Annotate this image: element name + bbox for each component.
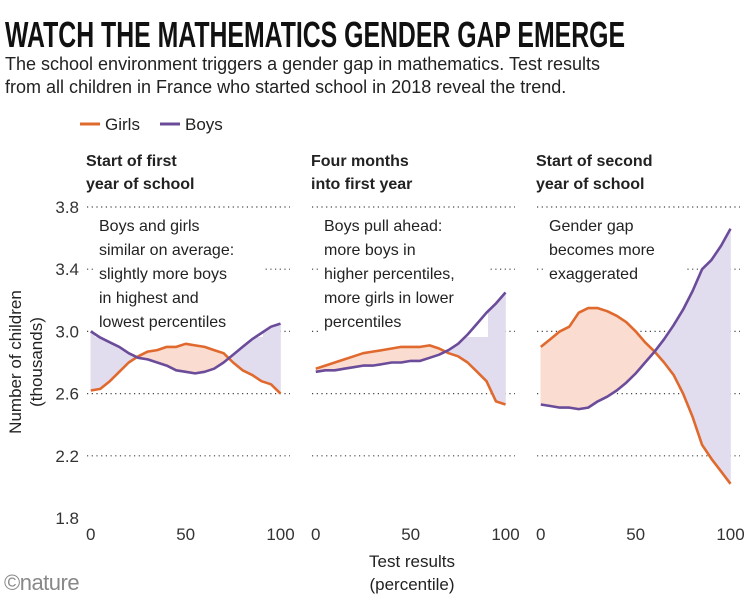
x-tick-label: 100 bbox=[491, 525, 519, 544]
annotation: percentiles bbox=[324, 314, 401, 331]
annotation: more girls in lower bbox=[324, 290, 454, 307]
gap-fill bbox=[194, 345, 205, 374]
panel-title: into first year bbox=[311, 176, 412, 193]
gap-fill bbox=[495, 291, 506, 405]
gap-fill bbox=[578, 307, 589, 410]
annotation: slightly more boys bbox=[99, 266, 227, 283]
subtitle: from all children in France who started … bbox=[5, 77, 566, 97]
x-tick-label: 0 bbox=[86, 525, 95, 544]
y-tick-label: 3.8 bbox=[55, 198, 79, 217]
y-tick-label: 2.6 bbox=[55, 385, 79, 404]
series-line: Girls bbox=[90, 342, 282, 395]
chart-title: WATCH THE MATHEMATICS GENDER GAP EMERGE bbox=[5, 14, 625, 55]
gap-fill bbox=[540, 338, 551, 407]
annotation: similar on average: bbox=[99, 242, 234, 259]
y-axis-label: Number of children bbox=[6, 290, 25, 434]
annotation: exaggerated bbox=[549, 266, 638, 283]
x-tick-label: 50 bbox=[401, 525, 420, 544]
gap-fill bbox=[711, 244, 722, 473]
x-tick-label: 0 bbox=[311, 525, 320, 544]
panel-title: Start of second bbox=[536, 153, 652, 170]
annotation: Gender gap bbox=[549, 218, 634, 235]
annotation: Boys and girls bbox=[99, 218, 200, 235]
gap-fill bbox=[90, 330, 101, 391]
annotation-bg bbox=[545, 213, 685, 289]
x-axis-label: (percentile) bbox=[369, 575, 454, 594]
annotation-bg bbox=[95, 213, 263, 337]
x-tick-label: 0 bbox=[536, 525, 545, 544]
y-tick-label: 1.8 bbox=[55, 509, 79, 528]
annotation: more boys in bbox=[324, 242, 416, 259]
series-line: Boys bbox=[540, 228, 732, 411]
gap-fill bbox=[568, 311, 580, 410]
annotation: becomes more bbox=[549, 242, 655, 259]
panel-title: year of school bbox=[536, 176, 644, 193]
panel-title: Four months bbox=[311, 153, 409, 170]
series-line: Boys bbox=[315, 291, 507, 374]
gap-fill bbox=[549, 330, 561, 408]
x-tick-label: 100 bbox=[266, 525, 294, 544]
gap-fill bbox=[270, 323, 281, 395]
annotation: higher percentiles, bbox=[324, 266, 455, 283]
credit: ©nature bbox=[4, 570, 79, 595]
gap-fill bbox=[701, 259, 712, 460]
panel-title: Start of first bbox=[86, 153, 177, 170]
gap-fill bbox=[597, 307, 608, 402]
gap-fill bbox=[720, 227, 731, 485]
gap-fill bbox=[606, 310, 617, 398]
series-line: Boys bbox=[90, 322, 281, 375]
x-tick-label: 100 bbox=[716, 525, 744, 544]
gap-fill bbox=[175, 343, 186, 373]
legend-label: Boys bbox=[185, 115, 223, 134]
annotation: lowest percentiles bbox=[99, 314, 226, 331]
gap-fill bbox=[587, 307, 599, 409]
y-axis-label: (thousands) bbox=[27, 317, 46, 407]
annotation: Boys pull ahead: bbox=[324, 218, 442, 235]
gap-fill bbox=[251, 332, 262, 382]
gap-fill bbox=[185, 343, 196, 374]
panel-title: year of school bbox=[86, 176, 194, 193]
x-tick-label: 50 bbox=[626, 525, 645, 544]
y-tick-label: 3.0 bbox=[55, 322, 79, 341]
y-tick-label: 2.2 bbox=[55, 447, 79, 466]
gap-fill bbox=[616, 315, 627, 392]
subtitle: The school environment triggers a gender… bbox=[5, 54, 600, 74]
annotation-bg bbox=[320, 213, 488, 337]
x-tick-label: 50 bbox=[176, 525, 195, 544]
legend-label: Girls bbox=[105, 115, 140, 134]
annotation: in highest and bbox=[99, 290, 199, 307]
gap-fill bbox=[559, 326, 570, 408]
gap-fill bbox=[410, 346, 421, 362]
series-line: Girls bbox=[539, 306, 732, 485]
y-tick-label: 3.4 bbox=[55, 260, 79, 279]
series-line: Girls bbox=[315, 344, 506, 406]
x-axis-label: Test results bbox=[369, 552, 455, 571]
